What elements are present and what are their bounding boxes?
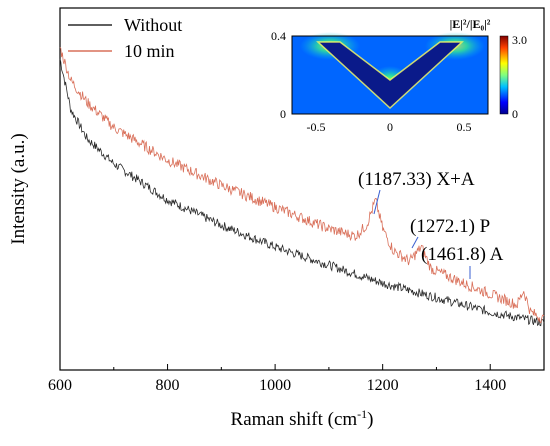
x-tick-label-1200: 1200: [367, 377, 399, 394]
inset-x-tick-neg: -0.5: [307, 120, 326, 134]
series-line-1: [59, 47, 545, 324]
x-tick-label-800: 800: [156, 377, 180, 394]
inset-y-tick-top: 0.4: [271, 29, 286, 43]
colorbar-min-label: 0: [512, 107, 518, 121]
plot-frame: [59, 7, 545, 371]
inset-heatmap: 0.4 0 -0.5 0 0.5 |E|²/|E₀|² 3.0 0: [271, 17, 527, 134]
inset-x-tick-zero: 0: [387, 120, 393, 134]
inset-v-structure: [318, 42, 462, 108]
legend-label-without: Without: [124, 15, 182, 35]
inset-frame: [291, 35, 489, 115]
legend-label-10min: 10 min: [124, 41, 175, 61]
x-ticks: 600 800 1000 1200 1400: [48, 364, 506, 394]
annotation-1461: (1461.8) A: [421, 244, 504, 265]
inset-y-tick-bottom: 0: [280, 107, 286, 121]
x-tick-label-600: 600: [48, 377, 72, 394]
colorbar-max-label: 3.0: [512, 33, 527, 47]
annotation-leader-1: [373, 189, 381, 215]
colorbar-title: |E|²/|E₀|²: [450, 17, 491, 31]
x-axis-title-sup: -1: [357, 407, 367, 421]
series-group: [59, 47, 545, 327]
annotation-1272: (1272.1) P: [410, 216, 490, 237]
y-axis-title: Intensity (a.u.): [8, 133, 29, 244]
x-tick-label-1000: 1000: [259, 377, 291, 394]
x-tick-label-1400: 1400: [474, 377, 506, 394]
series-line-0: [59, 58, 545, 327]
annotation-leader-2: [411, 236, 419, 249]
inset-x-tick-pos: 0.5: [457, 120, 472, 134]
colorbar: [499, 35, 509, 115]
annotations: (1187.33) X+A (1272.1) P (1461.8) A: [358, 169, 504, 279]
x-axis-title-end: ): [367, 409, 373, 430]
x-axis-title: Raman shift (cm-1): [231, 407, 374, 430]
x-axis-title-main: Raman shift (cm: [231, 409, 358, 430]
inset-v-edge: [316, 41, 464, 110]
legend: Without 10 min: [68, 15, 182, 61]
annotation-1187: (1187.33) X+A: [358, 169, 475, 190]
